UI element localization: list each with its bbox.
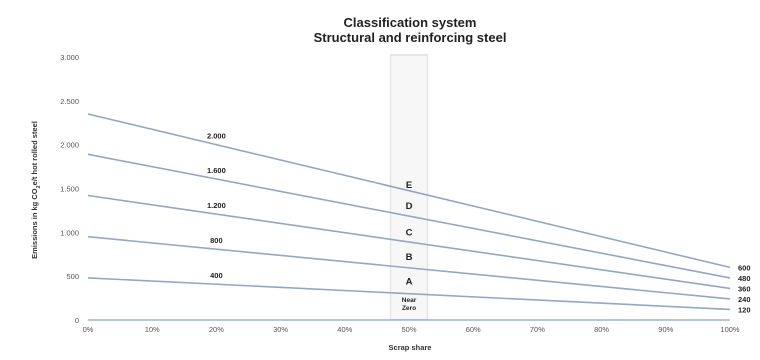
x-tick-label: 80% [594,325,609,334]
y-tick-label: 0 [75,316,79,325]
chart-subtitle: Structural and reinforcing steel [314,30,507,45]
series-end-label: 480 [738,274,751,283]
series-line-2.000 [87,113,731,269]
class-label: Zero [402,305,416,312]
series-label: 2.000 [207,132,226,141]
class-label: C [406,227,413,238]
series-end-label: 120 [738,305,751,314]
x-tick-label: 0% [83,325,94,334]
class-label: Near [402,297,417,304]
series-end-label: 360 [738,284,751,293]
series-label: 400 [210,271,223,280]
x-tick-label: 70% [530,325,545,334]
series-line-1.200 [87,194,731,290]
y-tick-label: 3.000 [60,53,79,62]
series-end-label: 240 [738,295,751,304]
x-tick-label: 20% [209,325,224,334]
y-axis-title: Emissions in kg CO2e/t hot rolled steel [30,121,42,259]
y-tick-label: 2.000 [60,141,79,150]
y-tick-label: 500 [66,272,79,281]
x-tick-label: 50% [401,325,416,334]
x-tick-label: 40% [337,325,352,334]
x-axis-title: Scrap share [389,343,432,352]
class-label: D [406,201,413,212]
series-line-1.600 [87,153,731,279]
series-label: 1.200 [207,201,226,210]
x-tick-label: 60% [466,325,481,334]
y-tick-label: 1.000 [60,228,79,237]
class-label: E [406,180,412,191]
y-tick-label: 2.500 [60,97,79,106]
chart-title: Classification system [344,15,477,30]
series-line-400 [87,277,731,311]
x-tick-label: 90% [658,325,673,334]
x-tick-label: 100% [720,325,740,334]
series-label: 1.600 [207,166,226,175]
series-end-label: 600 [738,263,751,272]
x-tick-label: 30% [273,325,288,334]
y-tick-label: 1.500 [60,185,79,194]
series-label: 800 [210,236,223,245]
class-label: A [406,276,413,287]
class-label: B [406,252,413,263]
series-line-800 [87,235,731,300]
x-tick-label: 10% [145,325,160,334]
